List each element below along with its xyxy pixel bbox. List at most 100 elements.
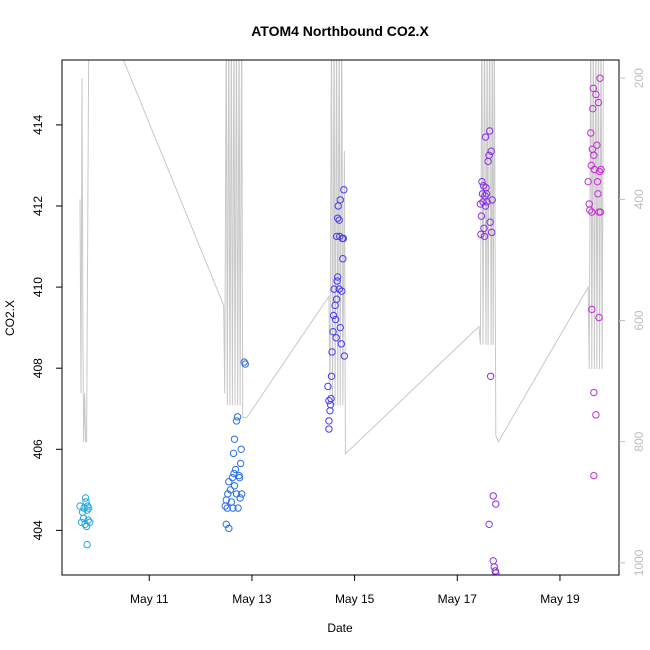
y-axis: 404 406 408 410 412 414 [31, 115, 62, 540]
data-point [332, 334, 340, 342]
right-tick-label: 1000 [632, 549, 646, 576]
data-point [234, 504, 242, 512]
data-point [237, 490, 246, 498]
data-point [492, 500, 500, 508]
data-point [592, 411, 600, 419]
data-point [336, 196, 344, 204]
data-point [333, 214, 342, 222]
data-point [480, 232, 489, 241]
plot-frame [61, 59, 620, 576]
right-axis: 200 400 600 800 1000 [619, 68, 646, 576]
data-point [225, 478, 233, 486]
data-point [338, 287, 346, 295]
data-point [329, 311, 338, 320]
data-point [230, 469, 238, 478]
data-point [487, 228, 496, 237]
data-point [490, 563, 498, 571]
y-tick-label: 410 [31, 277, 45, 297]
data-point [592, 90, 600, 99]
y-tick-label: 406 [31, 439, 45, 459]
data-point [226, 486, 235, 494]
data-point [340, 352, 349, 360]
data-point [327, 394, 335, 403]
x-axis-label: Date [327, 621, 353, 635]
data-point [83, 540, 91, 549]
data-point [77, 518, 86, 526]
data-point [489, 492, 497, 500]
data-point [335, 216, 343, 224]
data-point [84, 504, 93, 512]
data-point [325, 417, 333, 425]
y-tick-label: 412 [31, 196, 45, 216]
data-point [324, 382, 332, 391]
data-point [588, 305, 596, 314]
data-point [337, 340, 345, 348]
data-point [588, 208, 596, 216]
data-point [595, 167, 604, 176]
y-tick-label: 414 [31, 115, 45, 135]
data-point [229, 449, 238, 458]
right-axis-series-line [79, 60, 604, 455]
data-point [595, 313, 603, 322]
data-point [230, 482, 239, 490]
y-axis-label: CO2.X [3, 300, 17, 336]
data-point [82, 498, 90, 506]
data-point [235, 473, 244, 482]
data-point [224, 490, 232, 498]
data-point [81, 494, 90, 502]
data-point [325, 396, 333, 405]
right-axis-line-layer [79, 60, 604, 455]
data-point [485, 520, 493, 529]
data-point [593, 177, 602, 186]
data-point [232, 417, 241, 425]
data-point [339, 255, 347, 263]
data-point [590, 388, 598, 397]
x-axis: May 11 May 13 May 15 May 17 May 19 [130, 575, 580, 606]
data-point [222, 520, 230, 529]
data-point [584, 177, 592, 186]
chart-title: ATOM4 Northbound CO2.X [251, 23, 429, 39]
x-tick-label: May 19 [540, 592, 580, 606]
data-point [83, 506, 91, 514]
data-point [586, 206, 594, 214]
data-point [487, 147, 495, 155]
data-point [237, 445, 245, 453]
x-tick-label: May 17 [438, 592, 478, 606]
data-point [228, 473, 237, 482]
x-tick-label: May 11 [130, 592, 169, 606]
data-point [333, 277, 341, 285]
data-point [485, 127, 494, 135]
data-point [593, 141, 601, 149]
data-point [325, 425, 333, 433]
data-point [333, 273, 342, 281]
data-point [330, 285, 338, 293]
data-point [589, 104, 597, 113]
y-tick-label: 404 [31, 520, 45, 540]
data-point [339, 234, 348, 243]
data-point [594, 190, 602, 198]
data-point [596, 208, 605, 216]
data-points-layer [76, 74, 605, 575]
data-point [486, 372, 495, 380]
data-point [483, 198, 491, 206]
right-tick-label: 600 [632, 310, 646, 330]
data-point [233, 413, 242, 421]
data-point [477, 212, 486, 220]
data-point [480, 224, 488, 232]
data-point [241, 360, 249, 368]
data-point [332, 295, 341, 303]
data-point [587, 129, 595, 137]
right-tick-label: 400 [632, 189, 646, 209]
y-tick-label: 408 [31, 358, 45, 378]
data-point [328, 348, 336, 356]
data-point [477, 230, 485, 239]
right-tick-label: 800 [632, 431, 646, 451]
data-point [236, 459, 245, 468]
data-point [596, 74, 604, 82]
data-point [486, 218, 494, 226]
data-point [86, 518, 94, 526]
data-point [489, 557, 497, 565]
x-tick-label: May 13 [232, 592, 272, 606]
data-point [223, 504, 232, 512]
data-point [225, 524, 233, 533]
